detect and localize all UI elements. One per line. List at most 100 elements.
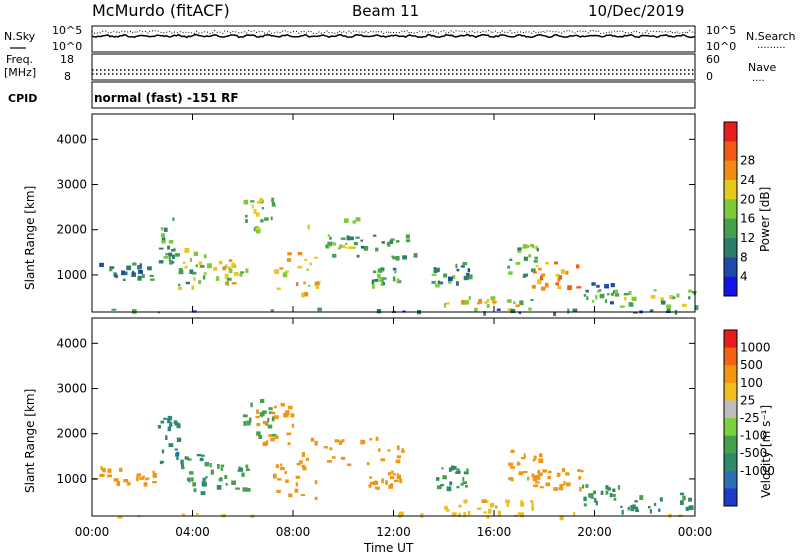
velocity-field-cell bbox=[218, 478, 223, 482]
velocity-field-cell bbox=[338, 442, 342, 445]
velocity-field-cell bbox=[283, 412, 288, 418]
power-field-cell bbox=[307, 224, 310, 230]
power-field-cell bbox=[557, 285, 562, 290]
velocity-field-cell bbox=[607, 487, 612, 491]
velocity-field-cell bbox=[220, 467, 224, 471]
power-field-cell bbox=[371, 279, 375, 284]
velocity-ylabel: Slant Range [km] bbox=[23, 389, 37, 493]
power-field-cell bbox=[301, 292, 305, 298]
power-field-cell bbox=[517, 248, 522, 253]
power-field-cell bbox=[486, 299, 490, 303]
velocity-field-cell bbox=[220, 464, 225, 468]
power-field-cell bbox=[507, 265, 511, 269]
velocity-field-cell bbox=[302, 466, 307, 471]
power-field-cell bbox=[185, 281, 190, 285]
colorbar-swatch bbox=[724, 418, 737, 436]
velocity-field-cell bbox=[362, 439, 366, 445]
power-field-cell bbox=[464, 300, 469, 305]
power-field-cell bbox=[544, 282, 549, 288]
power-field-cell bbox=[228, 259, 233, 262]
power-field-cell bbox=[617, 293, 620, 297]
power-field-cell bbox=[355, 217, 361, 222]
velocity-field-cell bbox=[506, 503, 510, 507]
power-field-cell bbox=[352, 220, 357, 224]
velocity-y-axis: 1000 2000 3000 4000 bbox=[56, 336, 695, 486]
power-field-cell bbox=[392, 276, 396, 282]
power-field-cell bbox=[517, 247, 522, 251]
velocity-field-cell bbox=[627, 506, 630, 511]
power-field-cell bbox=[506, 299, 512, 303]
velocity-field-cell bbox=[561, 468, 566, 473]
velocity-field-cell bbox=[210, 469, 214, 475]
power-field-cell bbox=[484, 301, 488, 304]
velocity-field-cell bbox=[173, 420, 177, 424]
power-field-cell bbox=[692, 291, 697, 294]
power-field-cell bbox=[125, 271, 128, 276]
power-field-cell bbox=[380, 281, 383, 287]
velocity-field-cell bbox=[486, 515, 490, 519]
power-field-cell bbox=[375, 247, 379, 252]
power-field-cell bbox=[309, 262, 312, 266]
power-field-cell bbox=[530, 298, 534, 301]
power-field-cell bbox=[396, 240, 400, 243]
power-colorbar: 4 8 12 16 20 24 28 bbox=[723, 121, 755, 297]
power-field-cell bbox=[189, 269, 194, 275]
power-field-cell bbox=[282, 272, 288, 278]
velocity-colorbar-tick: -25 bbox=[740, 411, 760, 425]
velocity-field-cell bbox=[539, 472, 543, 477]
power-field-cell bbox=[565, 270, 569, 275]
power-field-cell bbox=[633, 311, 638, 314]
power-field-cell bbox=[379, 269, 385, 272]
power-field-cell bbox=[530, 244, 534, 247]
power-field-cell bbox=[171, 249, 176, 252]
velocity-field-cell bbox=[460, 483, 464, 486]
power-field-cell bbox=[536, 247, 539, 252]
power-field-cell bbox=[147, 266, 152, 271]
power-field-cell bbox=[688, 296, 691, 300]
velocity-field-cell bbox=[565, 472, 570, 476]
velocity-field-cell bbox=[123, 479, 129, 483]
power-heatmap bbox=[99, 197, 699, 317]
power-field-cell bbox=[256, 227, 261, 230]
velocity-field-cell bbox=[277, 478, 282, 481]
power-field-cell bbox=[567, 285, 572, 291]
velocity-field-cell bbox=[458, 513, 461, 517]
power-field-cell bbox=[327, 241, 333, 247]
power-field-cell bbox=[688, 289, 692, 293]
velocity-field-cell bbox=[680, 492, 685, 496]
power-field-cell bbox=[628, 291, 632, 295]
velocity-field-cell bbox=[533, 455, 537, 460]
velocity-field-cell bbox=[305, 457, 309, 461]
velocity-field-cell bbox=[534, 481, 540, 484]
power-field-cell bbox=[231, 262, 236, 267]
velocity-field-cell bbox=[442, 475, 447, 480]
velocity-field-cell bbox=[495, 505, 498, 509]
velocity-field-cell bbox=[368, 484, 372, 488]
velocity-field-cell bbox=[294, 488, 299, 493]
velocity-field-cell bbox=[481, 499, 487, 503]
power-panel-frame bbox=[91, 113, 696, 313]
power-field-cell bbox=[468, 296, 471, 300]
power-field-cell bbox=[213, 266, 218, 271]
velocity-field-cell bbox=[462, 481, 467, 485]
velocity-field-cell bbox=[566, 482, 571, 487]
power-field-cell bbox=[160, 233, 165, 238]
velocity-field-cell bbox=[314, 440, 318, 446]
velocity-field-cell bbox=[231, 480, 236, 485]
colorbar-swatch bbox=[724, 122, 737, 142]
freq-label-line2: [MHz] bbox=[4, 66, 36, 79]
velocity-field-cell bbox=[267, 417, 270, 423]
power-field-cell bbox=[132, 309, 137, 314]
nave-marker: .... bbox=[752, 73, 765, 84]
power-field-cell bbox=[382, 277, 387, 280]
velocity-field-cell bbox=[538, 458, 544, 463]
power-field-cell bbox=[378, 279, 382, 282]
power-field-cell bbox=[525, 245, 530, 248]
power-field-cell bbox=[251, 204, 254, 209]
power-field-cell bbox=[121, 270, 126, 276]
x-tick-label: 00:00 bbox=[75, 525, 110, 539]
velocity-field-cell bbox=[369, 476, 372, 479]
velocity-field-cell bbox=[261, 410, 265, 414]
velocity-field-cell bbox=[401, 448, 405, 452]
